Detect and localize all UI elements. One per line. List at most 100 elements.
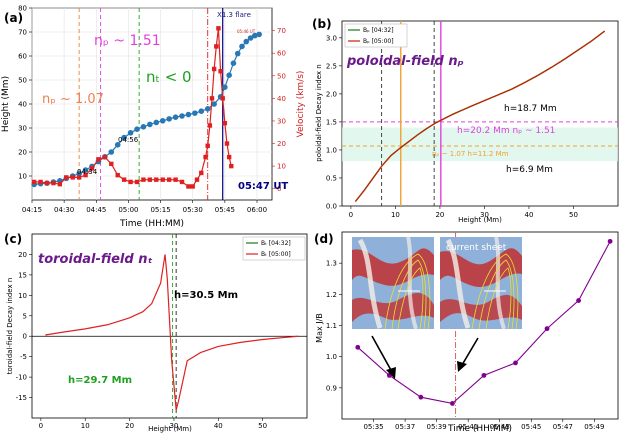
annot-t0456: 04:56 [118, 136, 139, 144]
panel-a-height-point [192, 110, 198, 116]
panel-a-height-point [239, 43, 245, 50]
panel-a-height-point [179, 113, 185, 119]
panel-c-ytick-label: -10 [16, 374, 27, 382]
legend-bp-0500: Bₚ [05:00] [363, 38, 394, 45]
panel-a-y2tick-label: 10 [277, 163, 286, 171]
panel-b-ylabel: poloidal-field Decay index n [315, 64, 323, 161]
panel-a-velocity-point [222, 121, 228, 126]
panel-b-xtick-label: 0 [349, 211, 353, 219]
panel-c-ytick-label: 20 [18, 251, 27, 259]
panel-b-frame [341, 20, 619, 207]
panel-a-velocity-point [199, 170, 204, 176]
legend-bt-0500: Bₜ [05:00] [261, 251, 291, 258]
panel-c-ytick-label: 5 [23, 312, 27, 320]
annot-np-151: nₚ ~ 1.51 [94, 33, 161, 49]
panel-a-ylabel: Height (Mm) [1, 76, 11, 132]
panel-b-ytick-label: 3.0 [326, 34, 337, 42]
panel-a-height-point [76, 170, 82, 177]
panel-c-ytick-label: 10 [18, 292, 27, 300]
panel-b-xtick-label: 50 [569, 211, 578, 219]
panel-a-velocity-point [64, 175, 69, 180]
panel-d-point [544, 326, 550, 332]
panel-b-label: (b) [312, 17, 332, 31]
panel-a-height-point [166, 116, 172, 122]
panel-a-velocity-point [205, 143, 210, 148]
panel-a-velocity-point [141, 177, 146, 182]
panel-c-ylabel: toroidal-field Decay index n [6, 278, 14, 375]
panel-a-y2tick-label: 50 [277, 72, 286, 80]
panel-a-velocity-point [83, 172, 88, 178]
panel-a-velocity-point [44, 180, 50, 186]
panel-a-velocity-point [57, 181, 63, 187]
panel-c-ytick-label: 15 [18, 271, 27, 279]
panel-c-label: (c) [4, 232, 22, 246]
panel-a-velocity-point [194, 177, 200, 182]
panel-d-point [513, 360, 518, 366]
panel-a-height-point [121, 134, 127, 141]
panel-a-height-point [140, 124, 147, 130]
arrow-right [457, 337, 479, 372]
annot-h305: h=30.5 Mm [174, 290, 238, 301]
panel-a-ytick-label: 30 [18, 125, 27, 133]
panel-d-xtick-label: 05:47 [553, 423, 573, 431]
panel-a-height-line [34, 33, 260, 185]
panel-a-height-point [226, 72, 232, 78]
legend-bt-0432: Bₜ [04:32] [261, 240, 291, 247]
annot-h69: h=6.9 Mm [506, 165, 553, 175]
panel-a-velocity-point [173, 177, 178, 182]
annot-tiny-time: 05:46 UT [237, 29, 256, 34]
panel-a-velocity-point [115, 172, 120, 178]
panel-a-y2tick-label: 30 [277, 117, 286, 125]
panel-b-series-line [354, 30, 606, 202]
panel-a-y2tick-label: 20 [277, 140, 286, 148]
panel-c-xtick-label: 10 [81, 422, 90, 430]
panel-a-ytick-label: 20 [18, 149, 27, 157]
panel-c-ytick-label: -5 [20, 353, 27, 361]
panel-a-velocity-point [154, 177, 159, 182]
panel-d-ytick-label: 0.9 [326, 384, 337, 392]
panel-a-velocity-point [147, 177, 153, 182]
panel-a-height-point [185, 111, 192, 118]
panel-a-xtick-label: 04:15 [22, 206, 42, 214]
panel-a-ytick-label: 70 [18, 29, 27, 37]
panel-a-height-point [82, 167, 89, 173]
panel-d-xtick-label: 05:43 [490, 423, 510, 431]
panel-d-ytick-label: 1.2 [326, 291, 337, 299]
panel-b-band [342, 127, 618, 162]
panel-a-velocity-point [190, 184, 195, 189]
annot-h187: h=18.7 Mm [504, 104, 557, 114]
panel-c-xtick-label: 20 [125, 422, 134, 430]
panel-a-velocity-point [218, 69, 223, 74]
inset-map-right: current sheet [440, 236, 522, 330]
panel-d-xtick-label: 05:41 [458, 423, 478, 431]
panel-b-ytick-label: 0.5 [326, 174, 337, 182]
panel-a-height-point [114, 142, 121, 148]
panel-a-ytick-label: 60 [18, 53, 27, 61]
panel-a-xtick-label: 04:45 [86, 206, 106, 214]
panel-a-velocity-point [166, 177, 172, 182]
panel-a-xlabel: Time (HH:MM) [119, 219, 184, 229]
annot-np-107: nₚ ~ 1.07 [42, 92, 104, 107]
panel-a-velocity-point [224, 141, 230, 146]
panel-a-height-point [230, 60, 237, 66]
panel-c-xtick-label: 30 [169, 422, 178, 430]
panel-a-height-point [204, 106, 211, 112]
panel-d-xtick-label: 05:37 [395, 423, 415, 431]
panel-a-xtick-label: 04:30 [54, 206, 74, 214]
annot-h202: h=20.2 Mm nₚ ~ 1.51 [457, 126, 555, 136]
panel-c: (c) 0 10 20 30 40 50 -15 -10 -5 0 5 10 15 20 toroidal… [4, 232, 308, 433]
panel-a-velocity-point [207, 123, 213, 128]
panel-c-series-line [45, 254, 299, 410]
panel-a-height-point [127, 130, 134, 136]
panel-a-y2tick-label: 70 [277, 27, 286, 35]
panel-a-velocity-point [76, 175, 82, 180]
panel-a-y2label: Velocity (km/s) [296, 71, 306, 138]
panel-a-velocity-point [89, 166, 95, 171]
panel-a-xtick-label: 06:00 [247, 206, 267, 214]
panel-a-velocity-point [220, 96, 225, 101]
panel-b-ytick-label: 1.5 [326, 118, 337, 126]
inset-map-left [352, 236, 434, 330]
panel-c-xtick-label: 50 [258, 422, 267, 430]
panel-d-ytick-label: 1.1 [326, 322, 337, 330]
panel-b-xtick-label: 40 [525, 211, 534, 219]
